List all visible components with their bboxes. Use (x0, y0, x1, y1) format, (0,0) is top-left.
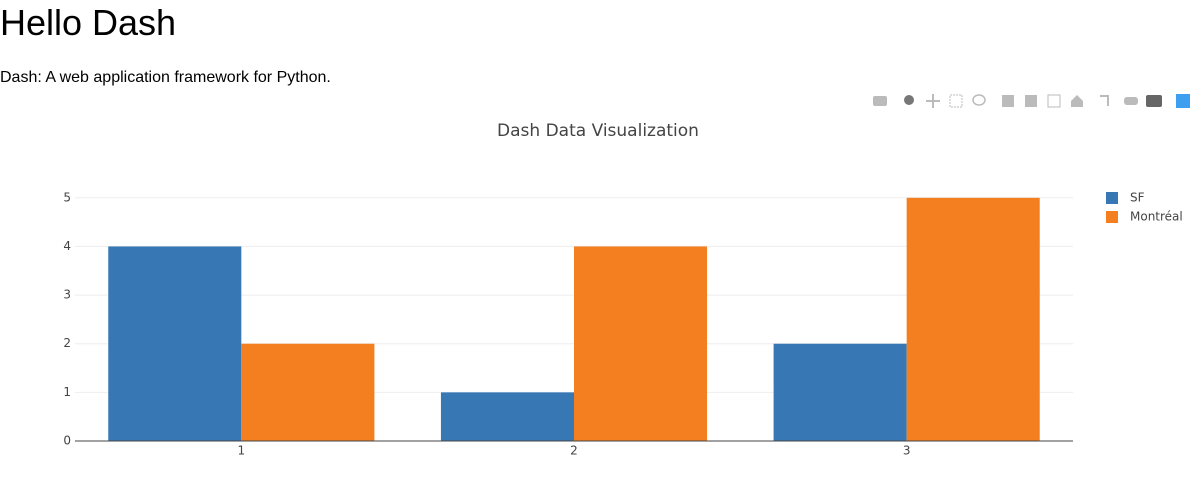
bar (574, 246, 708, 441)
autoscale-icon[interactable] (1047, 94, 1061, 108)
bar (906, 197, 1040, 441)
y-tick-label: 3 (63, 288, 71, 302)
zoom-icon[interactable] (904, 95, 914, 105)
chart-title: Dash Data Visualization (497, 121, 699, 141)
spike-icon[interactable] (1100, 95, 1109, 106)
y-tick-label: 5 (63, 190, 71, 204)
y-tick-label: 2 (63, 336, 71, 350)
pan-icon[interactable] (926, 94, 940, 108)
bar (440, 392, 574, 441)
zoom-out-icon[interactable] (1025, 95, 1037, 107)
x-tick-label: 1 (238, 444, 246, 458)
bar (241, 343, 375, 441)
x-tick-label: 2 (570, 444, 578, 458)
x-tick-label: 3 (903, 444, 911, 458)
hover-closest-icon[interactable] (1124, 97, 1138, 105)
select-icon[interactable] (949, 94, 963, 108)
legend-swatch (1106, 192, 1118, 204)
reset-icon[interactable] (1071, 95, 1083, 107)
lasso-icon[interactable] (972, 94, 986, 106)
hover-compare-icon[interactable] (1146, 95, 1162, 107)
y-tick-label: 0 (63, 434, 71, 448)
legend-label: Montréal (1130, 210, 1183, 224)
page-title: Hello Dash (0, 2, 177, 43)
plotly-logo[interactable] (1176, 94, 1190, 108)
bar (108, 246, 242, 441)
modebar (873, 94, 1190, 108)
y-tick-label: 4 (63, 239, 71, 253)
legend-label: SF (1130, 191, 1145, 205)
legend-swatch (1106, 211, 1118, 223)
y-tick-label: 1 (63, 385, 71, 399)
page-subtitle: Dash: A web application framework for Py… (0, 69, 331, 86)
camera-icon[interactable] (873, 96, 887, 106)
zoom-in-icon[interactable] (1002, 95, 1014, 107)
bar (773, 343, 907, 441)
